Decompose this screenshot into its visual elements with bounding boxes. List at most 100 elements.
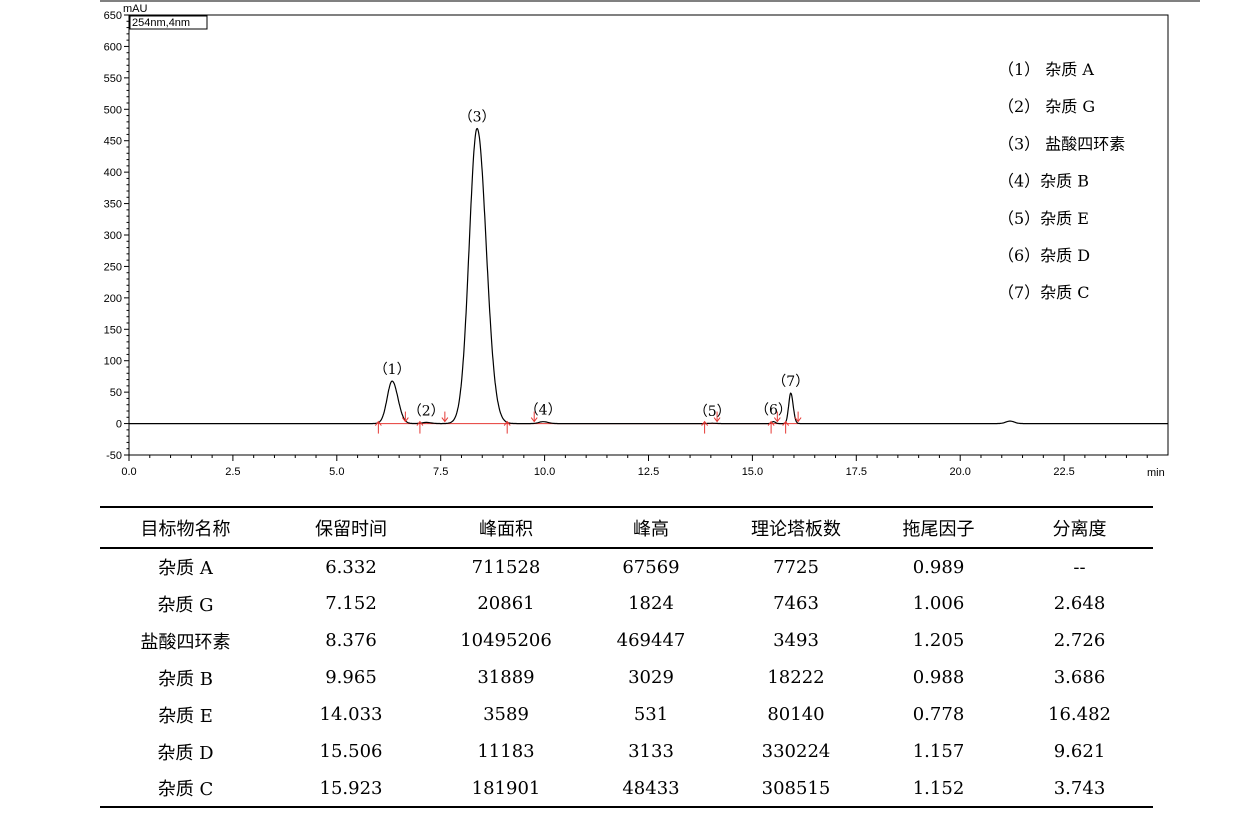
y-tick-label: 50: [110, 387, 122, 399]
peak-label: （7）: [772, 374, 809, 390]
integration-marker: [416, 420, 424, 434]
table-cell: 7.152: [325, 593, 377, 614]
integration-marker: [794, 411, 802, 423]
x-tick-label: 22.5: [1053, 466, 1074, 478]
integration-marker-head: [782, 420, 790, 426]
integration-marker-head: [503, 420, 511, 426]
integration-marker-head: [701, 420, 709, 426]
plot-frame: [128, 14, 1169, 456]
table-cell: 3.686: [1053, 667, 1106, 688]
peak-label: （3）: [459, 109, 496, 125]
integration-markers: [374, 411, 802, 434]
integration-marker: [701, 420, 709, 434]
table-cell: 16.482: [1048, 704, 1111, 725]
table-cell: 杂质 C: [157, 779, 214, 800]
integration-marker: [773, 411, 781, 423]
table-header-row: 目标物名称 保留时间 峰面积 峰高 理论塔板数 拖尾因子 分离度: [100, 507, 1153, 548]
legend-entry: （6）杂质 D: [998, 246, 1090, 265]
table-cell: 15.923: [319, 777, 383, 799]
y-tick-label: 150: [104, 324, 122, 336]
y-tick-label: 350: [104, 199, 122, 211]
table-cell: 盐酸四环素: [140, 631, 231, 653]
y-axis-unit-label: mAU: [123, 3, 148, 15]
table-cell: 11183: [477, 741, 535, 762]
y-tick-label: 300: [104, 230, 122, 242]
table-cell: 9.965: [325, 667, 377, 688]
integration-marker-head: [530, 417, 538, 423]
legend-entry: （5）杂质 E: [998, 209, 1089, 228]
integration-marker: [713, 411, 721, 423]
integration-marker: [530, 411, 538, 423]
header-compound: 目标物名称: [140, 518, 231, 540]
integration-marker: [767, 420, 775, 434]
header-retention-time: 保留时间: [315, 518, 387, 540]
table-cell: 3589: [483, 704, 529, 725]
chromatogram-trace: [129, 127, 1168, 425]
table-row: 盐酸四环素 8.376 10495206 469447 3493 1.205 2…: [100, 622, 1153, 659]
table-cell: 181901: [471, 777, 541, 799]
y-tick-label: 0: [116, 419, 122, 431]
integration-marker-head: [416, 420, 424, 426]
wavelength-box: [129, 15, 208, 30]
header-peak-area: 峰面积: [479, 518, 533, 540]
x-tick-label: 12.5: [638, 466, 659, 478]
peak-label: （4）: [525, 403, 562, 419]
x-tick-label: 7.5: [433, 466, 448, 478]
table-cell: 3133: [628, 741, 674, 762]
legend-entry: （7）杂质 C: [998, 283, 1090, 302]
peak-labels: （1） （2） （3） （4） （5） （6） （7）: [374, 109, 810, 420]
integration-marker: [782, 420, 790, 434]
y-tick-label: 200: [104, 293, 122, 305]
legend-entry: （4）杂质 B: [998, 172, 1089, 191]
x-axis-unit-label: min: [1147, 467, 1165, 479]
table-cell: 0.989: [912, 556, 965, 578]
table-row: 杂质 E 14.033 3589 531 80140 0.778 16.482: [100, 696, 1153, 733]
table-cell: 469447: [616, 630, 686, 651]
table-cell: 2.648: [1053, 593, 1106, 614]
table-cell: 1824: [628, 593, 674, 614]
table-row: 杂质 B 9.965 31889 3029 18222 0.988 3.686: [100, 659, 1153, 696]
table-row: 杂质 A 6.332 711528 67569 7725 0.989 --: [100, 548, 1153, 585]
peak-label: （2）: [408, 403, 445, 419]
integration-marker-head: [401, 417, 409, 423]
table-cell: 18222: [767, 667, 825, 688]
table-cell: 15.506: [319, 741, 383, 762]
integration-marker: [441, 411, 449, 423]
header-resolution: 分离度: [1052, 518, 1107, 540]
table-cell: 2.726: [1053, 630, 1106, 651]
legend-entry: （3） 盐酸四环素: [998, 134, 1125, 153]
table-cell: 10495206: [460, 630, 552, 651]
y-tick-label: 100: [104, 356, 122, 368]
table-cell: 1.205: [912, 630, 965, 651]
y-axis-ticks: -50 0 50 100 150 200 250 300 350 400 450 500 550 600 6…: [104, 10, 129, 462]
y-tick-label: 500: [104, 104, 122, 116]
y-tick-label: -50: [106, 450, 122, 462]
table-cell: 3493: [773, 630, 819, 651]
integration-marker-head: [374, 420, 382, 426]
table-cell: 杂质 E: [158, 705, 213, 727]
integration-marker-head: [794, 417, 802, 423]
x-tick-label: 20.0: [949, 466, 970, 478]
legend-entry: （1） 杂质 A: [998, 60, 1094, 79]
table-cell: 杂质 D: [157, 742, 214, 764]
table-cell: 6.332: [325, 556, 377, 578]
table-cell: 杂质 B: [158, 668, 213, 690]
integration-marker-head: [773, 417, 781, 423]
table-cell: 1.152: [912, 777, 965, 799]
peak-label: （5）: [694, 404, 731, 420]
x-tick-label: 0.0: [121, 466, 136, 478]
table-cell: 67569: [622, 556, 680, 578]
table-cell: 330224: [761, 741, 831, 762]
legend: （1） 杂质 A （2） 杂质 G （3） 盐酸四环素 （4）杂质 B （5）杂质 E （…: [998, 60, 1125, 302]
table-cell: 9.621: [1053, 741, 1106, 762]
header-plates: 理论塔板数: [751, 518, 841, 540]
table-cell: --: [1073, 556, 1086, 578]
header-peak-height: 峰高: [633, 518, 669, 540]
x-tick-label: 15.0: [742, 466, 763, 478]
table-cell: 7725: [773, 556, 819, 578]
table-cell: 3.743: [1053, 777, 1106, 799]
results-table: 目标物名称 保留时间 峰面积 峰高 理论塔板数 拖尾因子 分离度 杂质 A 6.…: [100, 506, 1153, 808]
wavelength-label: 254nm,4nm: [132, 17, 190, 29]
table-cell: 0.988: [912, 667, 965, 688]
table-cell: 8.376: [325, 630, 377, 651]
